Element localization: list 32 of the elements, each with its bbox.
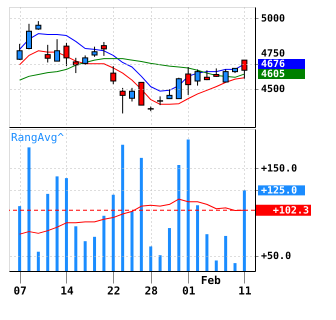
y-tick-label: 4676: [261, 59, 286, 70]
x-tick-label: 14: [60, 284, 74, 298]
candlestick: [92, 46, 98, 58]
candlestick: [110, 66, 116, 85]
candlestick: [176, 77, 182, 100]
x-tick-label: 01: [182, 284, 196, 298]
y-tick-label: 4605: [261, 69, 286, 80]
x-tick-label: 11: [238, 284, 252, 298]
candlestick: [26, 23, 32, 50]
text: Feb: [200, 274, 222, 287]
candlestick: [82, 54, 88, 66]
chart-title: RangAvg^: [11, 131, 64, 144]
candlestick: [129, 87, 135, 102]
y-tick-label: 4500: [261, 84, 286, 95]
candlestick: [100, 42, 107, 56]
line-series: [19, 58, 245, 81]
y-tick-label: +150.0: [261, 163, 298, 174]
candlestick: [185, 66, 192, 96]
candlestick: [222, 68, 229, 83]
y-tick-label: 4750: [261, 48, 286, 60]
x-tick-label: 28: [144, 284, 158, 298]
y-tick-label: +50.0: [261, 251, 292, 262]
ref-line-label: +102.3: [272, 205, 309, 216]
candlestick: [166, 88, 172, 100]
candlestick: [54, 38, 60, 62]
x-tick-label: 22: [107, 284, 120, 298]
candlestick: [120, 87, 126, 114]
y-tick-label: 5000: [261, 13, 286, 24]
candlestick: [194, 68, 201, 86]
candlestick: [16, 43, 23, 60]
x-tick-label: 07: [13, 284, 27, 298]
y-tick-label: +125.0: [261, 185, 298, 196]
